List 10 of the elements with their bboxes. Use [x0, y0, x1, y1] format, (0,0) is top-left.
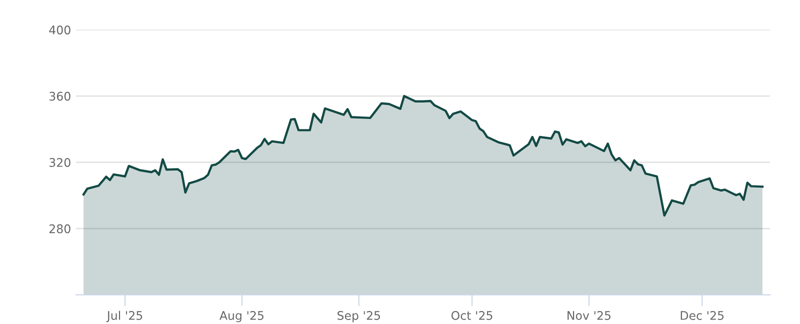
x-tick-label: Aug '25 [220, 311, 264, 322]
x-tick-label: Jul '25 [106, 310, 142, 322]
y-tick-label: 400 [49, 26, 70, 34]
y-tick-label: 320 [50, 158, 70, 167]
x-tick-label: Nov '25 [568, 311, 610, 320]
x-tick-label: Sep '25 [338, 311, 380, 322]
x-tick-label: Oct '25 [451, 311, 492, 320]
y-tick-label: 280 [49, 224, 70, 234]
y-tick-label: 360 [50, 92, 70, 101]
x-tick-label: Dec '25 [680, 311, 724, 320]
